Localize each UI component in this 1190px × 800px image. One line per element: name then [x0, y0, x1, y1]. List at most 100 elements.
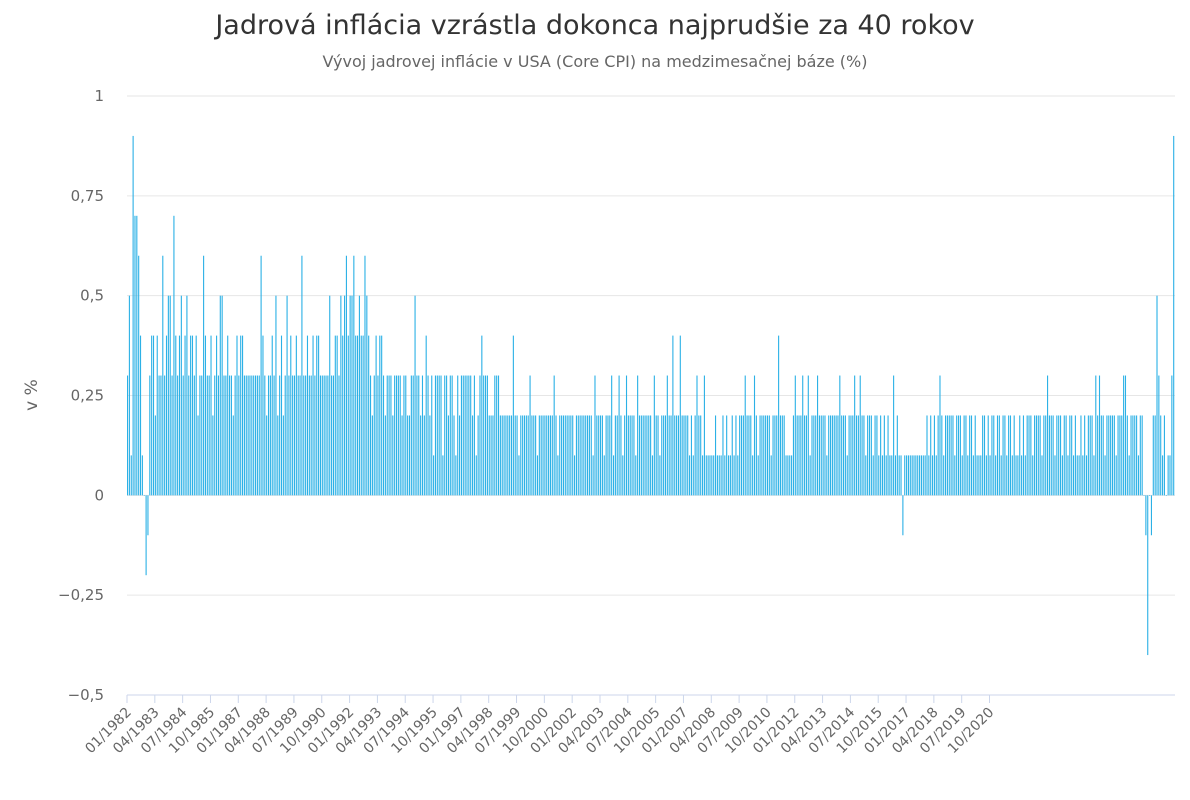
- bar: [221, 295, 223, 496]
- bar: [594, 375, 596, 496]
- bar: [761, 415, 763, 496]
- bar: [982, 415, 984, 496]
- bar: [535, 415, 537, 496]
- bar: [399, 375, 401, 496]
- bar: [661, 415, 663, 496]
- bar: [735, 415, 737, 496]
- bar: [770, 455, 772, 496]
- bar: [902, 495, 904, 536]
- bar: [332, 375, 334, 496]
- bar: [431, 375, 433, 496]
- bar: [325, 375, 327, 496]
- bar: [1054, 455, 1056, 496]
- bar: [546, 415, 548, 496]
- bar: [1006, 455, 1008, 496]
- bar: [1032, 455, 1034, 496]
- bar: [284, 375, 286, 496]
- bar: [824, 415, 826, 496]
- bar: [976, 455, 978, 496]
- bar: [627, 415, 629, 496]
- bar: [1124, 375, 1127, 496]
- bar: [904, 455, 906, 496]
- bar: [820, 415, 822, 496]
- bar: [781, 415, 783, 496]
- bar: [240, 335, 242, 496]
- bar: [256, 375, 258, 496]
- bar: [472, 415, 474, 496]
- bar: [1163, 415, 1165, 496]
- bar: [696, 375, 698, 496]
- bar: [217, 375, 219, 496]
- bar: [750, 415, 752, 496]
- bar: [1162, 455, 1164, 496]
- bar: [802, 375, 804, 496]
- bar: [796, 415, 798, 496]
- bar: [475, 455, 477, 496]
- bar: [483, 375, 485, 496]
- bar: [930, 415, 932, 496]
- bar: [612, 455, 615, 496]
- bar: [477, 415, 479, 496]
- bar: [314, 375, 316, 496]
- bar: [382, 375, 385, 496]
- bar: [668, 415, 670, 496]
- bar: [440, 375, 442, 496]
- bar: [933, 415, 935, 496]
- bar: [178, 335, 181, 496]
- bar: [620, 415, 622, 496]
- bar: [455, 455, 457, 496]
- bar: [1123, 375, 1125, 496]
- bar: [127, 375, 129, 496]
- bar: [143, 495, 145, 496]
- bar: [705, 455, 707, 496]
- bar: [1002, 415, 1004, 496]
- bar: [329, 295, 331, 496]
- bar: [293, 375, 296, 496]
- bar: [568, 415, 570, 496]
- bar: [1011, 455, 1013, 496]
- bar: [503, 415, 505, 496]
- bar: [344, 295, 346, 496]
- bar: [1119, 415, 1121, 496]
- bar: [807, 375, 809, 496]
- bar: [1149, 495, 1151, 496]
- bar: [585, 415, 587, 496]
- bar: [894, 455, 897, 496]
- bar: [232, 415, 234, 496]
- bar: [588, 415, 590, 496]
- bar: [254, 375, 257, 496]
- bar: [154, 415, 156, 496]
- bar: [1143, 495, 1145, 496]
- bar: [1063, 415, 1065, 496]
- bar: [748, 415, 750, 496]
- bar: [598, 415, 600, 496]
- bar: [410, 375, 412, 496]
- bar: [282, 415, 284, 496]
- bar: [996, 415, 999, 496]
- bar: [375, 335, 377, 496]
- bar: [162, 255, 164, 496]
- bar: [403, 375, 405, 496]
- bar: [1030, 415, 1032, 496]
- bar: [720, 455, 722, 496]
- bar: [1126, 415, 1128, 496]
- bar: [599, 415, 602, 496]
- bar: [152, 335, 155, 496]
- bar: [299, 375, 301, 496]
- bar: [655, 415, 657, 496]
- bar: [310, 375, 312, 496]
- bar: [650, 415, 652, 496]
- bar: [451, 375, 453, 496]
- bar: [779, 415, 782, 496]
- bar: [1117, 415, 1119, 496]
- bar: [854, 375, 856, 496]
- bar: [1121, 415, 1123, 496]
- bar: [1043, 415, 1045, 496]
- bar: [525, 415, 527, 496]
- bar: [486, 375, 488, 496]
- bar: [1134, 415, 1136, 496]
- bar: [1173, 135, 1175, 496]
- bar: [1008, 415, 1010, 496]
- bar: [423, 415, 425, 496]
- bar: [722, 415, 724, 496]
